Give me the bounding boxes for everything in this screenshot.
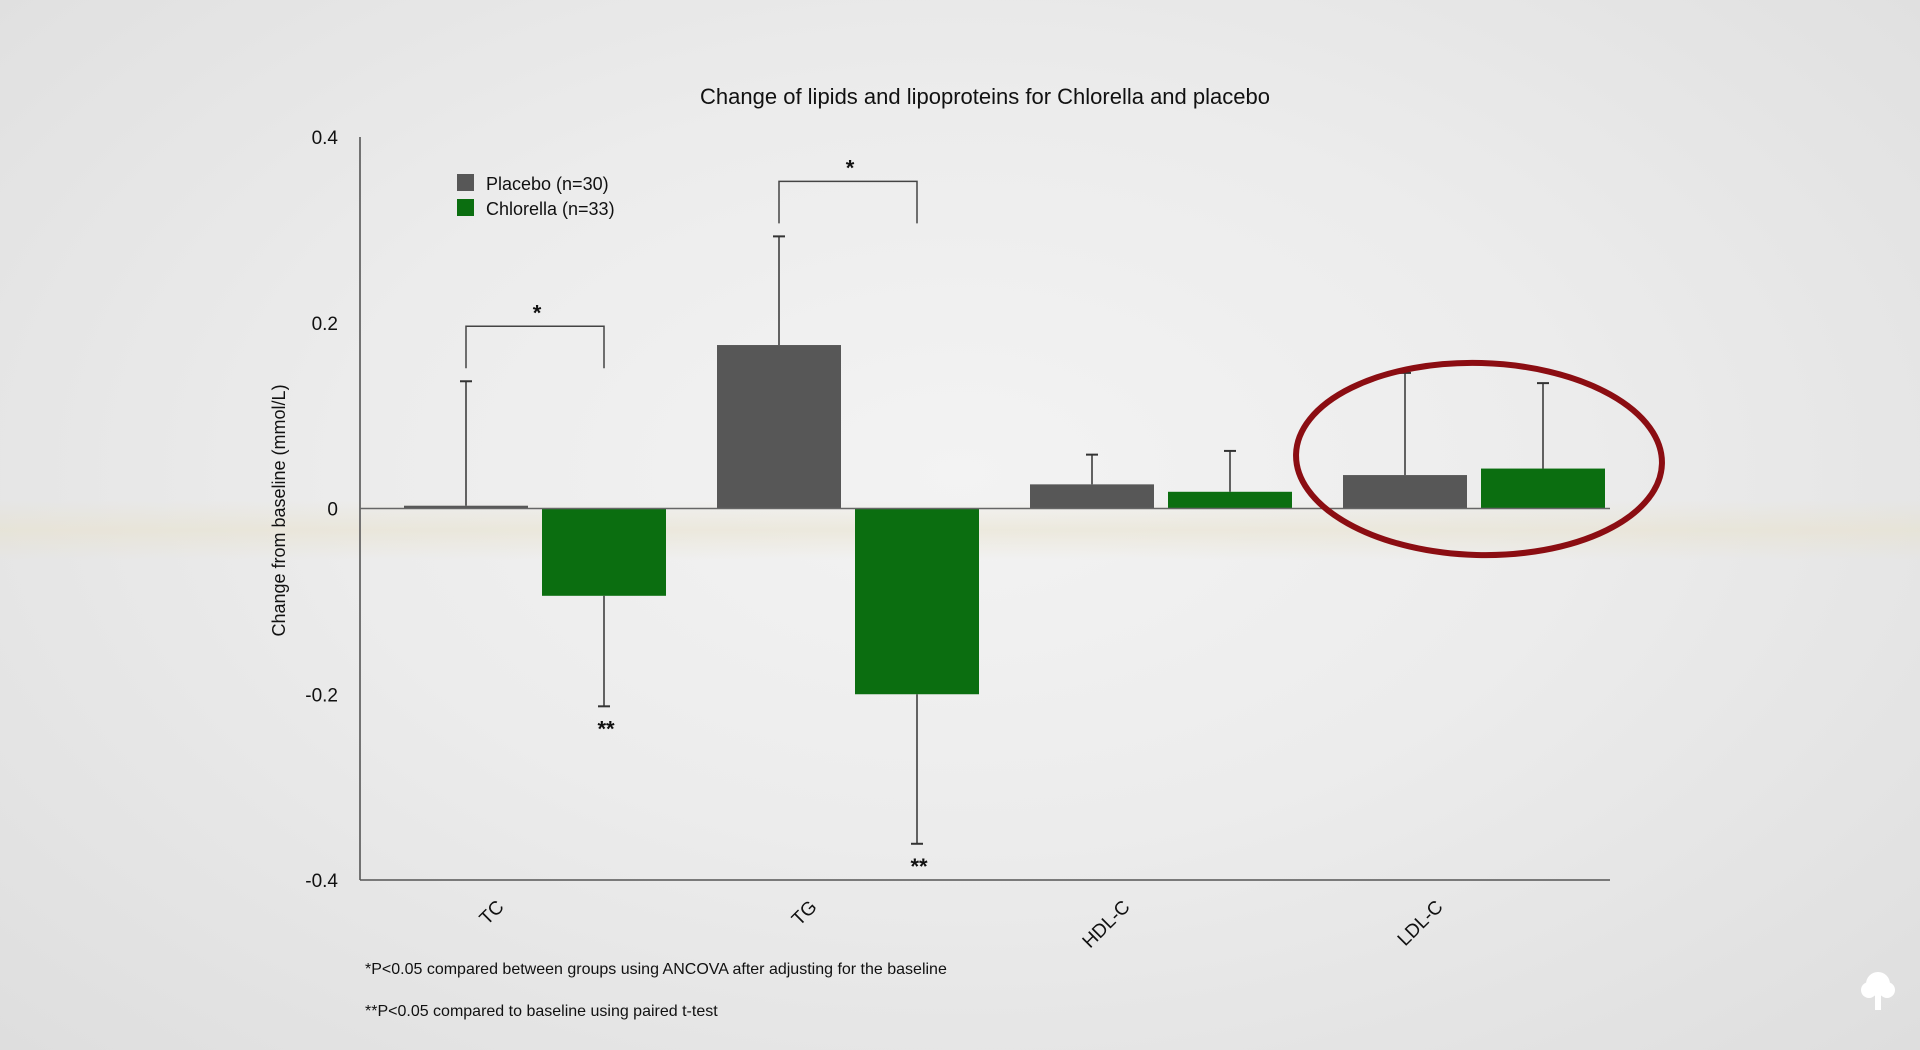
y-tick-label: -0.4 — [305, 871, 338, 892]
footnote-paired-t-test: **P<0.05 compared to baseline using pair… — [365, 1003, 718, 1020]
bar-tc-placebo — [404, 505, 528, 509]
legend-label-chlorella: Chlorella (n=33) — [486, 199, 615, 219]
legend-label-placebo: Placebo (n=30) — [486, 174, 609, 194]
y-axis-label: Change from baseline (mmol/L) — [269, 384, 289, 636]
x-tick-label-hdl-c: HDL-C — [1079, 897, 1135, 953]
bar-hdl-c-placebo — [1030, 484, 1154, 509]
chart-title: Change of lipids and lipoproteins for Ch… — [700, 84, 1270, 109]
y-tick-label: 0 — [327, 500, 338, 521]
footnote-ancova: *P<0.05 compared between groups using AN… — [365, 961, 947, 978]
bar-tg-placebo — [717, 345, 841, 509]
y-tick-label: -0.2 — [305, 685, 338, 706]
bar-ldl-c-placebo — [1343, 475, 1467, 509]
y-tick-label: 0.4 — [312, 128, 339, 149]
significance-label: * — [533, 300, 542, 325]
highlight-ellipse — [1293, 359, 1665, 559]
legend-swatch-placebo — [457, 174, 474, 191]
y-tick-label: 0.2 — [312, 314, 338, 335]
x-tick-label-tc: TC — [476, 897, 509, 930]
baseline-significance-label: ** — [910, 854, 928, 879]
x-tick-label-tg: TG — [788, 897, 822, 931]
baseline-significance-label: ** — [597, 716, 615, 741]
bar-tg-chlorella — [855, 508, 979, 695]
bar-tc-chlorella — [542, 508, 666, 596]
significance-label: * — [846, 155, 855, 180]
tree-icon — [1861, 972, 1895, 1010]
legend-swatch-chlorella — [457, 199, 474, 216]
bar-ldl-c-chlorella — [1481, 468, 1605, 509]
x-tick-label-ldl-c: LDL-C — [1394, 897, 1448, 951]
significance-bracket-tg — [778, 180, 918, 224]
bar-hdl-c-chlorella — [1168, 491, 1292, 509]
significance-bracket-tc — [465, 325, 605, 369]
